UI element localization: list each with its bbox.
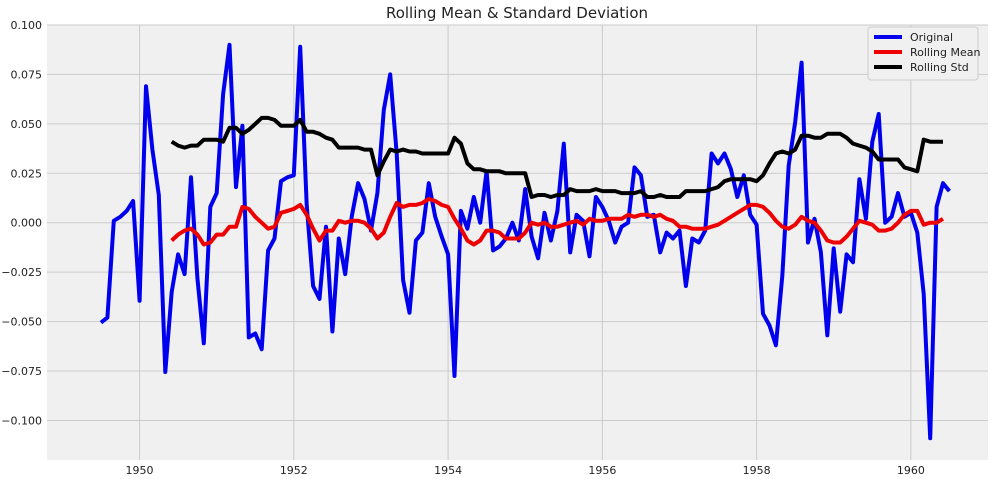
series-layer	[99, 42, 951, 441]
legend-label-original: Original	[910, 31, 953, 44]
y-tick-label: 0.050	[11, 118, 43, 131]
y-tick-label: −0.100	[1, 414, 42, 427]
y-tick-label: −0.075	[1, 365, 42, 378]
y-tick-label: 0.025	[11, 167, 43, 180]
x-axis: 1950 1952 1954 1956 1958 1960	[126, 464, 925, 477]
chart-title: Rolling Mean & Standard Deviation	[386, 4, 648, 22]
x-tick-label: 1958	[743, 464, 771, 477]
series-line-rolling-mean	[170, 197, 945, 247]
y-axis: −0.100 −0.075 −0.050 −0.025 0.000 0.025 0.050 0…	[1, 19, 42, 427]
y-tick-label: 0.075	[11, 68, 43, 81]
legend-label-rolling-std: Rolling Std	[910, 61, 969, 74]
x-tick-label: 1950	[126, 464, 154, 477]
y-tick-label: −0.050	[1, 316, 42, 329]
series-line-rolling-std	[170, 115, 943, 199]
y-tick-label: 0.100	[11, 19, 43, 32]
y-tick-label: 0.000	[11, 217, 43, 230]
x-tick-label: 1952	[280, 464, 308, 477]
x-tick-label: 1954	[434, 464, 462, 477]
y-tick-label: −0.025	[1, 266, 42, 279]
x-tick-label: 1956	[588, 464, 616, 477]
series-line-original	[99, 42, 951, 441]
legend: Original Rolling Mean Rolling Std	[867, 26, 980, 81]
x-tick-label: 1960	[897, 464, 925, 477]
legend-label-rolling-mean: Rolling Mean	[910, 46, 980, 59]
